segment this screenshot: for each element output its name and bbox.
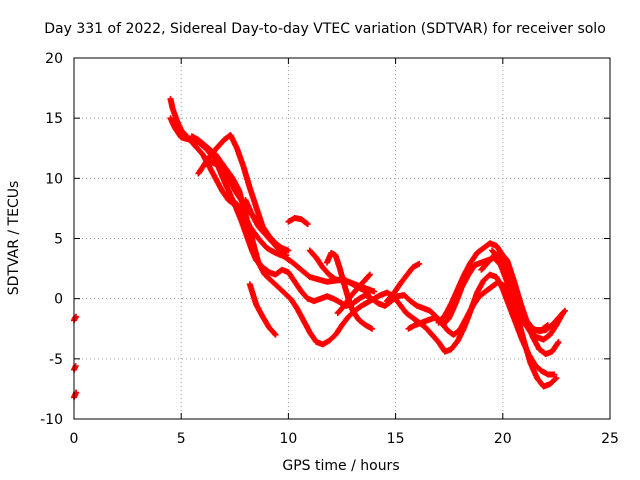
- point-markers: [188, 133, 558, 378]
- y-tick-label: 15: [45, 111, 63, 127]
- x-tick-label: 25: [601, 431, 619, 447]
- series-track-14: [334, 271, 373, 317]
- x-tick-label: 0: [70, 431, 79, 447]
- series-track-15: [384, 260, 423, 305]
- series-track-6: [188, 133, 558, 378]
- series-track-13: [324, 249, 375, 332]
- x-tick-label: 10: [279, 431, 297, 447]
- series-track-18: [478, 249, 562, 357]
- point-markers: [334, 271, 373, 317]
- point-markers: [71, 389, 80, 401]
- series-track-3: [71, 389, 80, 401]
- data-marks: [71, 95, 568, 401]
- series-track-2: [71, 363, 79, 373]
- y-tick-label: 0: [54, 292, 63, 308]
- y-tick-label: 20: [45, 51, 63, 67]
- y-tick-label: -5: [49, 352, 63, 368]
- y-axis-ticks: -10 -5 0 5 10 15 20: [40, 51, 610, 428]
- chart-title: Day 331 of 2022, Sidereal Day-to-day VTE…: [44, 21, 606, 37]
- series-track-10: [246, 281, 279, 338]
- y-tick-label: 5: [54, 232, 63, 248]
- x-tick-label: 5: [177, 431, 186, 447]
- point-markers: [71, 363, 79, 373]
- point-markers: [285, 215, 311, 228]
- y-axis-title: SDTVAR / TECUs: [6, 181, 22, 296]
- series-track-1: [71, 313, 80, 324]
- series-track-19: [489, 247, 560, 390]
- point-markers: [489, 247, 560, 390]
- point-markers: [242, 197, 279, 248]
- point-markers: [384, 260, 423, 305]
- x-tick-label: 20: [494, 431, 512, 447]
- point-markers: [71, 313, 80, 324]
- y-tick-label: -10: [40, 412, 63, 428]
- y-tick-label: 10: [45, 171, 63, 187]
- grid: [74, 58, 610, 419]
- series-track-11: [285, 215, 311, 228]
- point-markers: [478, 249, 562, 357]
- x-axis-title: GPS time / hours: [282, 458, 399, 474]
- point-markers: [246, 281, 279, 338]
- series-track-9: [242, 197, 279, 248]
- x-axis-ticks: 0 5 10 15 20 25: [70, 58, 619, 447]
- point-markers: [324, 249, 375, 332]
- x-tick-label: 15: [387, 431, 405, 447]
- plot-frame: [73, 57, 611, 420]
